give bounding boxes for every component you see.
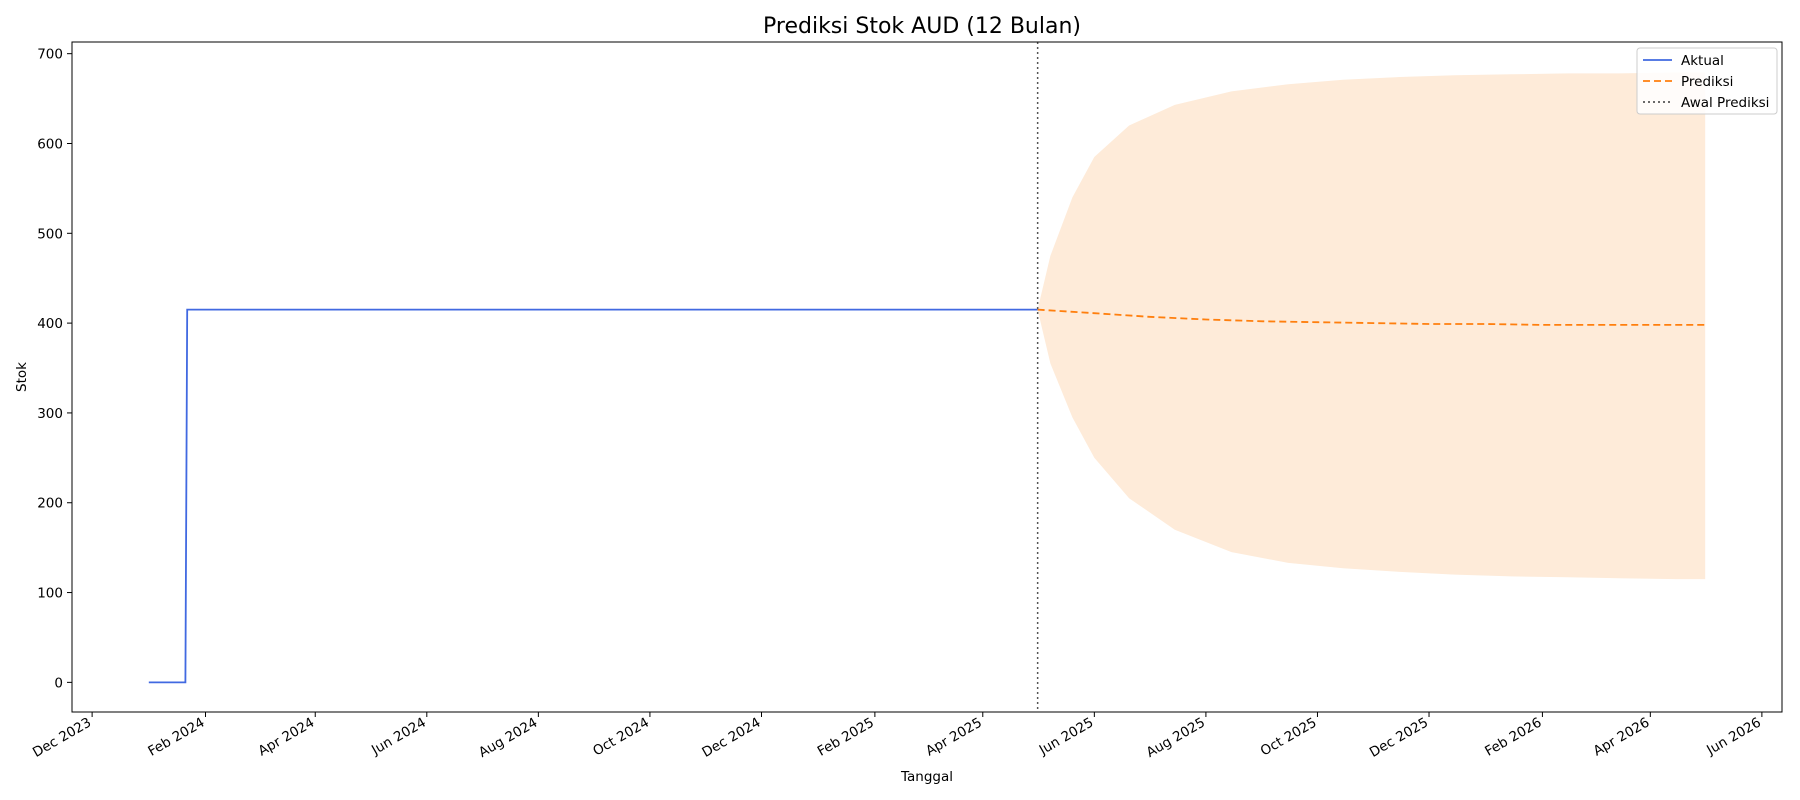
series-line-prediksi bbox=[1037, 308, 1706, 326]
legend: Aktual Prediksi Awal Prediksi bbox=[1636, 47, 1778, 115]
x-tick-label: Dec 2023 bbox=[30, 715, 94, 761]
x-tick-label: Jun 2025 bbox=[1036, 715, 1097, 759]
x-tick-label: Dec 2024 bbox=[699, 715, 763, 761]
y-tick-label: 100 bbox=[37, 586, 63, 602]
x-tick-label: Feb 2025 bbox=[815, 715, 877, 760]
y-axis-label: Stok bbox=[14, 362, 30, 392]
x-axis: Dec 2023 Feb 2024 Apr 2024 Jun 2024 Aug 2024… bbox=[30, 712, 1764, 761]
y-tick-label: 0 bbox=[54, 675, 63, 691]
x-tick-label: Aug 2025 bbox=[1144, 715, 1208, 761]
x-tick-label: Apr 2025 bbox=[923, 715, 985, 760]
x-tick-label: Jun 2024 bbox=[368, 715, 429, 759]
y-tick-label: 700 bbox=[37, 47, 63, 63]
x-tick-label: Aug 2024 bbox=[476, 715, 540, 761]
y-axis: 0 100 200 300 400 500 600 700 bbox=[37, 47, 72, 691]
y-tick-label: 500 bbox=[37, 226, 63, 242]
confidence-band-layer bbox=[1037, 72, 1706, 580]
x-tick-label: Dec 2025 bbox=[1367, 715, 1431, 761]
confidence-band bbox=[1037, 72, 1706, 580]
plot-area bbox=[71, 41, 1783, 713]
x-tick-label: Apr 2024 bbox=[256, 715, 318, 760]
x-tick-label: Jun 2026 bbox=[1703, 715, 1764, 759]
legend-label-awal-prediksi: Awal Prediksi bbox=[1681, 95, 1769, 111]
chart-title: Prediksi Stok AUD (12 Bulan) bbox=[763, 14, 1081, 39]
legend-label-aktual: Aktual bbox=[1681, 53, 1724, 69]
x-tick-label: Feb 2024 bbox=[145, 715, 207, 760]
legend-box bbox=[1636, 47, 1778, 115]
x-tick-label: Oct 2024 bbox=[590, 715, 652, 760]
series-layer bbox=[148, 308, 1706, 684]
x-tick-label: Feb 2026 bbox=[1482, 715, 1544, 760]
y-tick-label: 200 bbox=[37, 496, 63, 512]
x-axis-label: Tanggal bbox=[900, 769, 953, 785]
y-tick-label: 600 bbox=[37, 136, 63, 152]
legend-label-prediksi: Prediksi bbox=[1681, 74, 1733, 90]
x-tick-label: Oct 2025 bbox=[1258, 715, 1320, 760]
legend-items: Aktual Prediksi Awal Prediksi bbox=[1643, 53, 1769, 111]
series-line-aktual bbox=[148, 308, 1038, 684]
plot-frame bbox=[71, 41, 1783, 713]
x-tick-label: Apr 2026 bbox=[1591, 715, 1653, 760]
y-tick-label: 300 bbox=[37, 406, 63, 422]
y-tick-label: 400 bbox=[37, 316, 63, 332]
